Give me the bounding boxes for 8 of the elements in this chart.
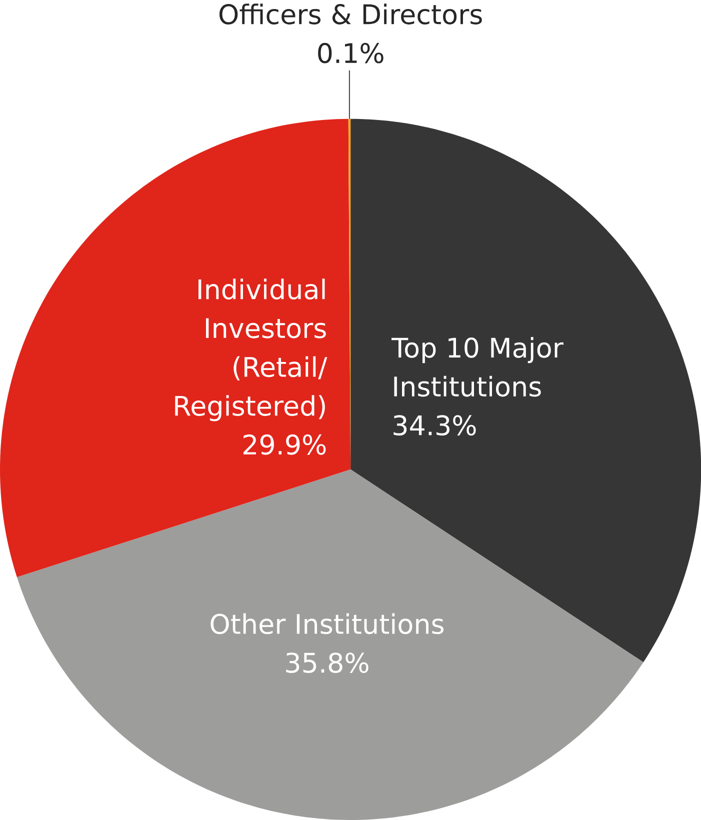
data-label: 0.1% [318, 42, 384, 64]
data-label: 34.3% [394, 415, 476, 436]
data-label: 35.8% [286, 652, 368, 673]
slice-label: Officers & Directors [219, 4, 482, 24]
slice-label: Individual Investors (Retail/Registered) [175, 278, 328, 422]
slice-label: Other Institutions [210, 613, 444, 634]
slice-label: Top 10 Major Institutions [391, 337, 564, 397]
data-label: 29.9% [243, 434, 326, 455]
